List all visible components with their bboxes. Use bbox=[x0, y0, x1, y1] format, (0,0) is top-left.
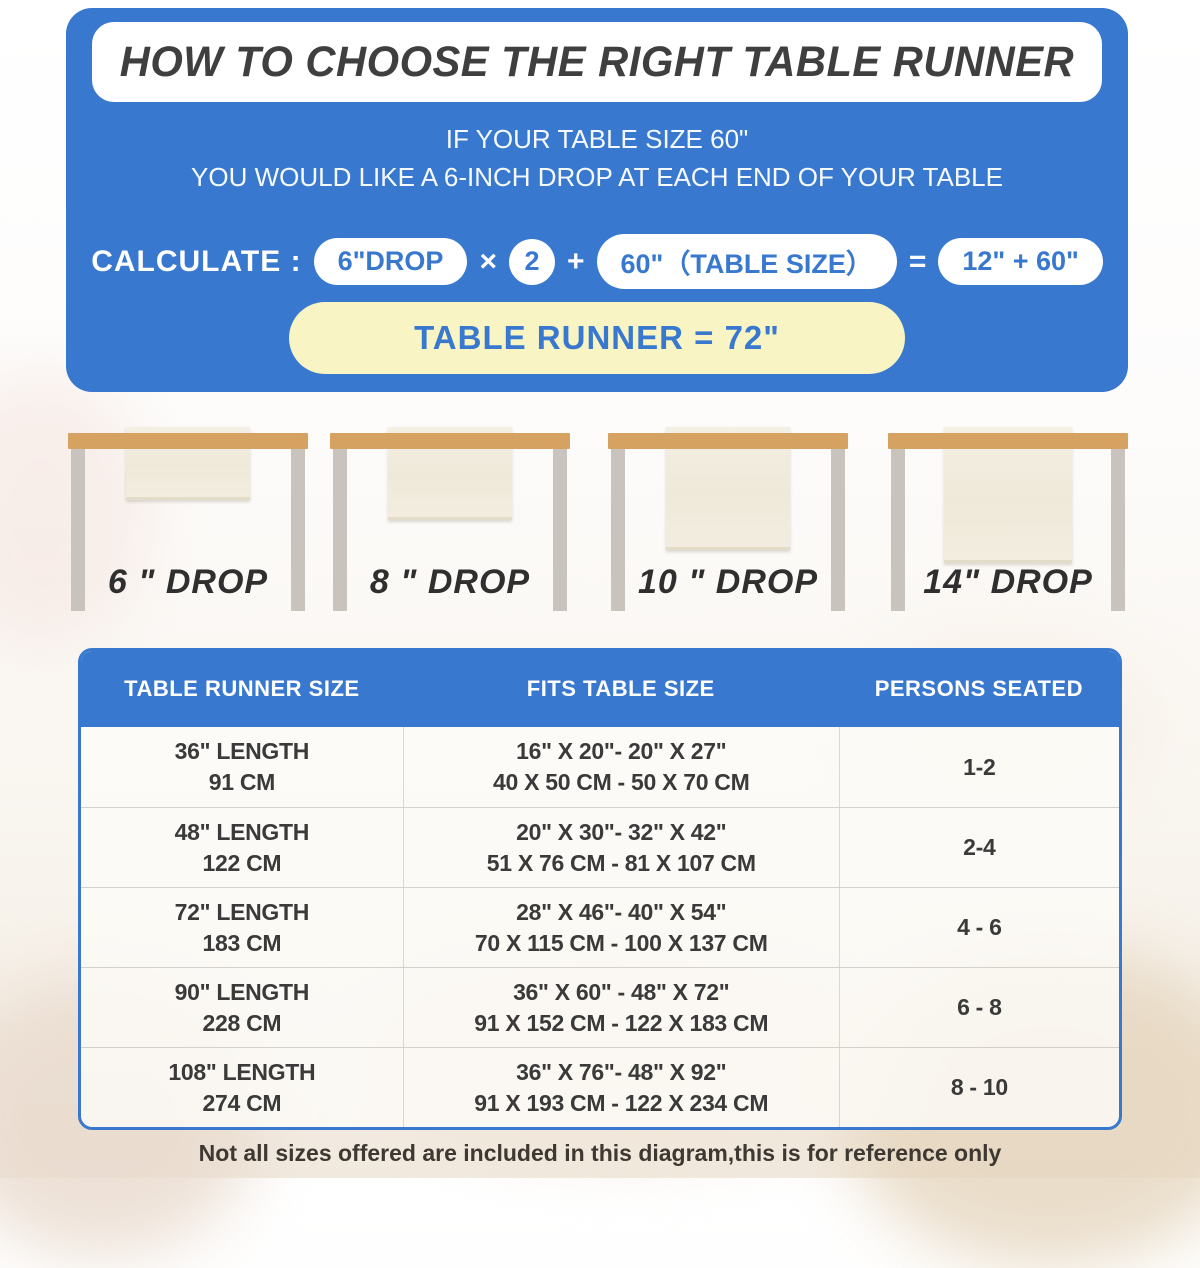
size-reference-table: TABLE RUNNER SIZE FITS TABLE SIZE PERSON… bbox=[78, 648, 1122, 1130]
runner-size-cell: 72" LENGTH 183 CM bbox=[174, 898, 310, 956]
size-table-body: 36" LENGTH 91 CM 16" X 20"- 20" X 27" 40… bbox=[81, 727, 1119, 1127]
fits-size-cell: 20" X 30"- 32" X 42" 51 X 76 CM - 81 X 1… bbox=[402, 808, 839, 887]
table-leg-graphic bbox=[1111, 449, 1125, 611]
column-header-fits-size: FITS TABLE SIZE bbox=[526, 676, 715, 701]
plus-sign: + bbox=[566, 244, 585, 278]
tabletop-graphic bbox=[608, 433, 848, 449]
persons-cell: 6 - 8 bbox=[838, 968, 1119, 1047]
table-row: 90" LENGTH 228 CM 36" X 60" - 48" X 72" … bbox=[81, 967, 1119, 1047]
tabletop-graphic bbox=[888, 433, 1128, 449]
table-leg-graphic bbox=[333, 449, 347, 611]
drop-illustration-10: 10 " DROP bbox=[608, 425, 848, 625]
runner-size-cell: 48" LENGTH 122 CM bbox=[174, 818, 310, 876]
fits-size-cell: 36" X 76"- 48" X 92" 91 X 193 CM - 122 X… bbox=[402, 1048, 839, 1127]
table-leg-graphic bbox=[553, 449, 567, 611]
runner-size-cell: 36" LENGTH 91 CM bbox=[174, 738, 310, 795]
table-runner-graphic bbox=[944, 427, 1072, 563]
table-size-pill: 60"（TABLE SIZE） bbox=[596, 234, 897, 289]
drop-value-pill: 6"DROP bbox=[313, 238, 468, 285]
result-text: TABLE RUNNER = 72" bbox=[414, 319, 780, 356]
persons-cell: 8 - 10 bbox=[838, 1048, 1119, 1127]
sum-pill: 12" + 60" bbox=[938, 238, 1103, 285]
instruction-panel: HOW TO CHOOSE THE RIGHT TABLE RUNNER IF … bbox=[66, 8, 1128, 392]
column-header-runner-size: TABLE RUNNER SIZE bbox=[124, 676, 360, 701]
table-row: 108" LENGTH 274 CM 36" X 76"- 48" X 92" … bbox=[81, 1047, 1119, 1127]
size-table-header: TABLE RUNNER SIZE FITS TABLE SIZE PERSON… bbox=[81, 651, 1119, 727]
calculate-label: CALCULATE : bbox=[91, 244, 302, 278]
drop-label: 10 " DROP bbox=[637, 563, 819, 601]
table-row: 36" LENGTH 91 CM 16" X 20"- 20" X 27" 40… bbox=[81, 727, 1119, 807]
table-row: 72" LENGTH 183 CM 28" X 46"- 40" X 54" 7… bbox=[81, 887, 1119, 967]
table-leg-graphic bbox=[831, 449, 845, 611]
table-leg-graphic bbox=[611, 449, 625, 611]
runner-size-cell: 90" LENGTH 228 CM bbox=[174, 978, 310, 1036]
multiply-sign: × bbox=[479, 244, 497, 278]
subtitle-line-2: YOU WOULD LIKE A 6-INCH DROP AT EACH END… bbox=[191, 162, 1003, 192]
drop-label: 6 " DROP bbox=[107, 563, 269, 601]
fits-size-cell: 36" X 60" - 48" X 72" 91 X 152 CM - 122 … bbox=[402, 968, 839, 1047]
multiplier-circle: 2 bbox=[508, 238, 555, 285]
persons-cell: 4 - 6 bbox=[838, 888, 1119, 967]
persons-cell: 1-2 bbox=[838, 727, 1119, 807]
drop-illustration-6: 6 " DROP bbox=[68, 425, 308, 625]
calculation-row: CALCULATE : 6"DROP × 2 + 60"（TABLE SIZE）… bbox=[66, 234, 1128, 289]
equals-sign: = bbox=[908, 244, 927, 278]
title-banner: HOW TO CHOOSE THE RIGHT TABLE RUNNER bbox=[92, 22, 1102, 102]
page-title: HOW TO CHOOSE THE RIGHT TABLE RUNNER bbox=[119, 37, 1075, 86]
subtitle-line-1: IF YOUR TABLE SIZE 60" bbox=[445, 124, 749, 154]
drop-illustration-8: 8 " DROP bbox=[330, 425, 570, 625]
subtitle: IF YOUR TABLE SIZE 60" YOU WOULD LIKE A … bbox=[66, 120, 1128, 196]
footnote: Not all sizes offered are included in th… bbox=[198, 1140, 1002, 1166]
drop-label: 8 " DROP bbox=[369, 563, 531, 601]
column-header-persons: PERSONS SEATED bbox=[874, 676, 1083, 701]
table-leg-graphic bbox=[71, 449, 85, 611]
tabletop-graphic bbox=[330, 433, 570, 449]
persons-cell: 2-4 bbox=[838, 808, 1119, 887]
fits-size-cell: 28" X 46"- 40" X 54" 70 X 115 CM - 100 X… bbox=[402, 888, 839, 967]
table-leg-graphic bbox=[291, 449, 305, 611]
table-leg-graphic bbox=[891, 449, 905, 611]
drop-illustration-14: 14" DROP bbox=[888, 425, 1128, 625]
drop-label: 14" DROP bbox=[923, 563, 1093, 601]
table-row: 48" LENGTH 122 CM 20" X 30"- 32" X 42" 5… bbox=[81, 807, 1119, 887]
result-banner: TABLE RUNNER = 72" bbox=[289, 302, 905, 374]
runner-size-cell: 108" LENGTH 274 CM bbox=[168, 1058, 316, 1116]
tabletop-graphic bbox=[68, 433, 308, 449]
fits-size-cell: 16" X 20"- 20" X 27" 40 X 50 CM - 50 X 7… bbox=[402, 727, 839, 807]
